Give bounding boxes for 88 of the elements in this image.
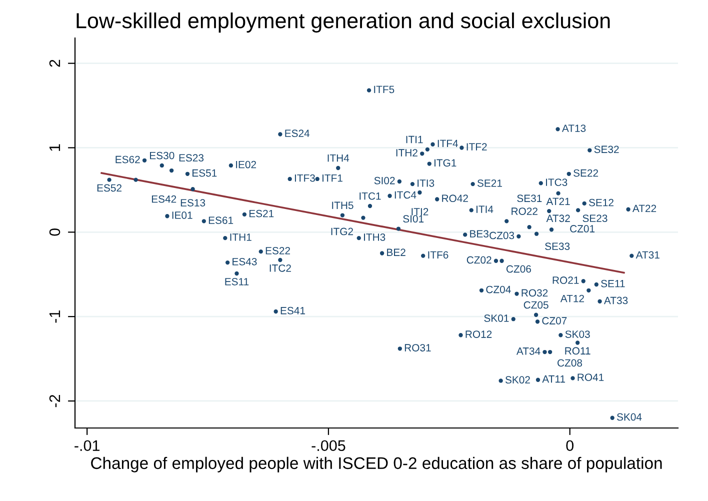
data-label: SK01 [484,314,509,322]
data-label: ITG2 [331,228,353,236]
data-label: ES61 [208,216,234,224]
data-label: ES52 [97,184,122,192]
data-label: SE23 [582,214,608,222]
data-label: ITF6 [428,251,448,259]
data-label: ES21 [249,210,274,218]
x-tick-label: -.005 [312,440,346,452]
data-label: ITC1 [360,192,381,200]
data-label: CZ05 [524,301,548,309]
x-tick-label: 0 [566,440,574,452]
data-label: SK02 [505,376,530,384]
data-label: SE21 [477,179,502,187]
data-label: CZ01 [570,225,595,232]
data-label: ES13 [180,199,206,206]
data-label: ITF2 [466,143,487,150]
data-label: ITH3 [364,233,386,241]
data-label: IE02 [236,160,256,168]
data-label: CZ02 [466,256,492,264]
chart-title: Low-skilled employment generation and social exclusion [76,12,610,33]
data-label: AT13 [562,124,586,132]
data-label: ES30 [150,152,174,160]
data-label: CZ03 [490,232,514,240]
data-label: ITC3 [546,178,568,186]
data-label: RO21 [552,276,579,284]
data-label: ITF1 [322,174,342,182]
data-label: SI01 [403,215,424,223]
data-label: CZ06 [506,265,531,273]
data-label: AT31 [636,251,660,259]
data-label: SE12 [588,198,614,206]
data-label: ES24 [285,130,310,138]
y-tick-label: -2 [49,394,60,408]
x-tick-label: -.01 [74,440,100,452]
data-label: ITC4 [394,191,416,199]
data-label: RO22 [512,208,538,215]
data-label: SE11 [601,280,625,288]
data-label: ITI3 [418,179,434,187]
data-label: AT22 [632,204,656,212]
data-label: SE22 [574,169,598,177]
data-label: ITG1 [434,159,456,167]
data-label: SE31 [517,194,542,202]
data-label: ITI1 [406,136,423,144]
data-label: ES51 [192,169,217,177]
data-label: SK04 [616,413,642,421]
data-label: ITC2 [270,264,291,272]
data-label: ES22 [266,246,290,254]
data-label: BE2 [387,248,406,256]
data-label: ITF3 [294,174,315,182]
data-label: RO11 [565,347,590,355]
data-label: ES11 [225,278,249,286]
data-label: CZ08 [558,359,582,367]
data-label: ES42 [152,195,176,203]
data-label: ITH4 [328,154,350,162]
y-tick-label: 1 [50,144,60,151]
data-label: BE3 [470,230,488,238]
data-label: SI02 [374,176,395,184]
data-label: ES23 [179,154,204,162]
data-label: ITH5 [332,202,354,210]
data-label: SE33 [545,242,570,250]
x-axis-title: Change of employed people with ISCED 0-2 education as share of population [91,456,662,472]
data-label: CZ04 [486,286,511,294]
data-label: RO32 [522,289,548,297]
data-label: RO41 [578,374,604,381]
data-label: ITH2 [396,149,418,156]
data-label: RO12 [466,330,492,338]
data-label: ITI4 [476,206,494,213]
y-tick-label: 0 [49,228,60,236]
y-tick-label: -1 [50,310,60,323]
data-label: AT11 [542,375,566,383]
data-label: ES43 [232,258,257,266]
data-label: ITF4 [438,140,458,148]
data-label: ES62 [116,156,140,164]
data-label: ITI2 [412,208,428,216]
data-label: AT32 [546,214,570,222]
data-label: AT33 [604,296,628,304]
data-label: ITF5 [374,86,394,94]
data-label: RO31 [404,344,431,352]
data-label: AT12 [560,294,584,302]
data-label: ITH1 [230,234,252,241]
y-tick-label: 2 [49,60,60,67]
data-label: RO42 [442,194,468,202]
data-label: SE32 [594,146,619,154]
data-label: CZ07 [542,317,567,324]
data-label: IE01 [172,212,192,219]
data-label: SK03 [565,330,590,338]
data-label: ES41 [280,306,305,314]
data-label: AT21 [546,198,570,206]
data-label: AT34 [516,347,540,355]
